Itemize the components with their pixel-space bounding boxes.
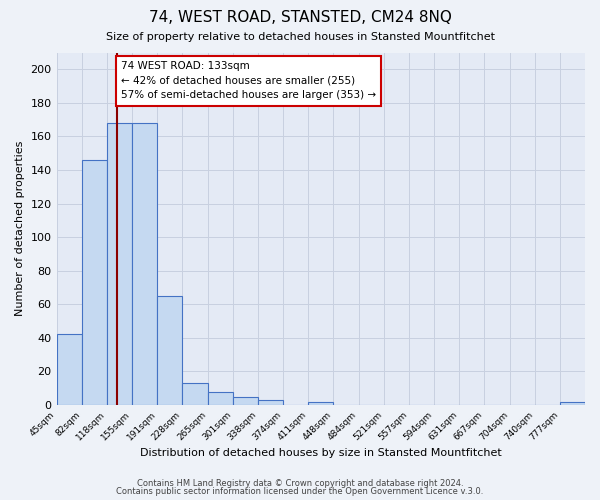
Bar <box>258 400 283 405</box>
Text: 74, WEST ROAD, STANSTED, CM24 8NQ: 74, WEST ROAD, STANSTED, CM24 8NQ <box>149 10 451 25</box>
Bar <box>308 402 334 405</box>
Y-axis label: Number of detached properties: Number of detached properties <box>15 141 25 316</box>
Bar <box>82 160 107 405</box>
Bar <box>107 123 132 405</box>
Text: Contains public sector information licensed under the Open Government Licence v.: Contains public sector information licen… <box>116 487 484 496</box>
Bar <box>208 392 233 405</box>
Text: Size of property relative to detached houses in Stansted Mountfitchet: Size of property relative to detached ho… <box>106 32 494 42</box>
Text: 74 WEST ROAD: 133sqm
← 42% of detached houses are smaller (255)
57% of semi-deta: 74 WEST ROAD: 133sqm ← 42% of detached h… <box>121 61 376 100</box>
Text: Contains HM Land Registry data © Crown copyright and database right 2024.: Contains HM Land Registry data © Crown c… <box>137 478 463 488</box>
Bar <box>560 402 585 405</box>
Bar <box>182 383 208 405</box>
Bar <box>132 123 157 405</box>
Bar <box>157 296 182 405</box>
X-axis label: Distribution of detached houses by size in Stansted Mountfitchet: Distribution of detached houses by size … <box>140 448 502 458</box>
Bar <box>233 396 258 405</box>
Bar <box>56 334 82 405</box>
